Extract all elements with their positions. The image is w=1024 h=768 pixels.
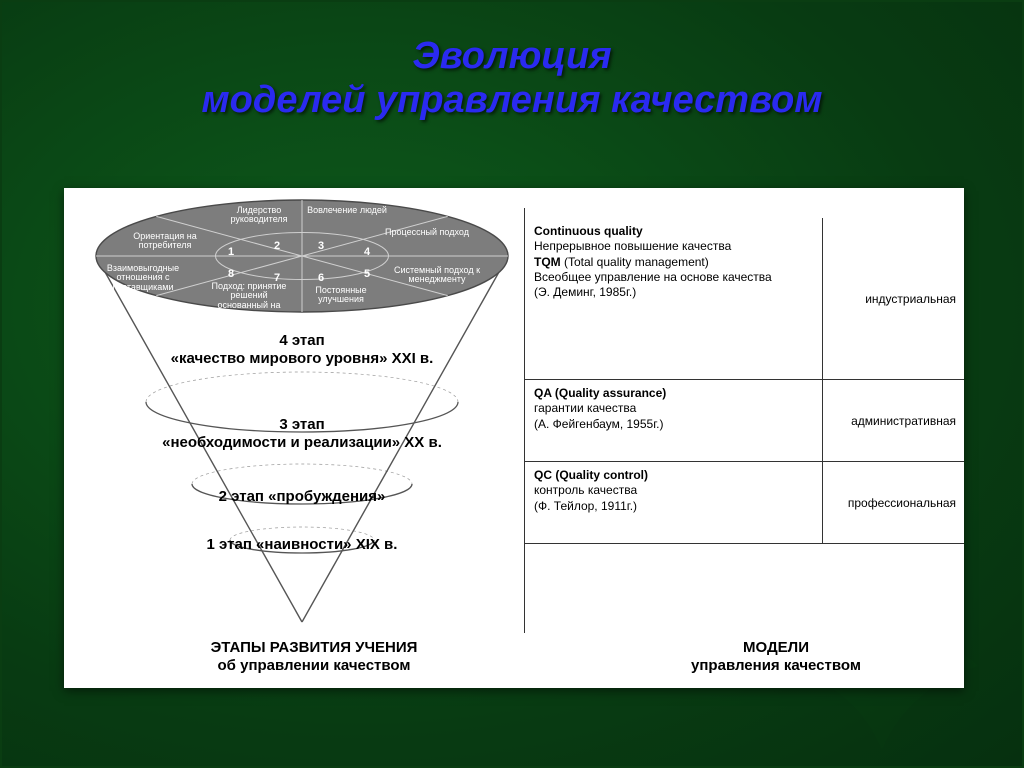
era-label: индустриальная xyxy=(865,292,956,306)
model-text: QC (Quality control)контроль качества(Ф.… xyxy=(534,468,814,514)
wheel-segment-number: 8 xyxy=(224,268,238,280)
wheel-segment-number: 7 xyxy=(270,272,284,284)
footer-right-line2: управления качеством xyxy=(691,657,861,674)
title-line-1: Эволюция xyxy=(2,36,1022,78)
slide-title: Эволюция моделей управления качеством xyxy=(2,2,1022,122)
model-row: QC (Quality control)контроль качества(Ф.… xyxy=(524,462,964,544)
wheel-segment-number: 2 xyxy=(270,240,284,252)
footer-left: ЭТАПЫ РАЗВИТИЯ УЧЕНИЯ об управлении каче… xyxy=(154,639,474,677)
model-text: QA (Quality assurance)гарантии качества(… xyxy=(534,386,814,432)
stage-label: 2 этап «пробуждения» xyxy=(82,488,522,506)
era-label: профессиональная xyxy=(848,496,956,510)
footer-right-line1: МОДЕЛИ xyxy=(743,639,809,656)
cone-diagram: 4 этап«качество мирового уровня» XXI в. 3… xyxy=(82,192,522,632)
diagram-panel: Continuous qualityНепрерывное повышение … xyxy=(64,188,964,688)
stage-label: 1 этап «наивности» XIX в. xyxy=(82,536,522,554)
model-row: Continuous qualityНепрерывное повышение … xyxy=(524,218,964,380)
slide-root: Эволюция моделей управления качеством Co… xyxy=(0,0,1024,768)
wheel-segment-number: 5 xyxy=(360,268,374,280)
stage-label: 3 этап«необходимости и реализации» XX в. xyxy=(82,416,522,452)
wheel-segment-number: 6 xyxy=(314,272,328,284)
footer-right: МОДЕЛИ управления качеством xyxy=(616,639,936,677)
wheel-segment-number: 3 xyxy=(314,240,328,252)
wheel-segment-number: 1 xyxy=(224,246,238,258)
wheel-segment-number: 4 xyxy=(360,246,374,258)
model-row: QA (Quality assurance)гарантии качества(… xyxy=(524,380,964,462)
cone-svg xyxy=(82,192,522,632)
model-text: Continuous qualityНепрерывное повышение … xyxy=(534,224,814,301)
stage-label: 4 этап«качество мирового уровня» XXI в. xyxy=(82,332,522,368)
footer-left-line1: ЭТАПЫ РАЗВИТИЯ УЧЕНИЯ xyxy=(211,639,418,656)
era-label: административная xyxy=(851,414,956,428)
title-line-2: моделей управления качеством xyxy=(2,80,1022,122)
footer-left-line2: об управлении качеством xyxy=(218,657,411,674)
